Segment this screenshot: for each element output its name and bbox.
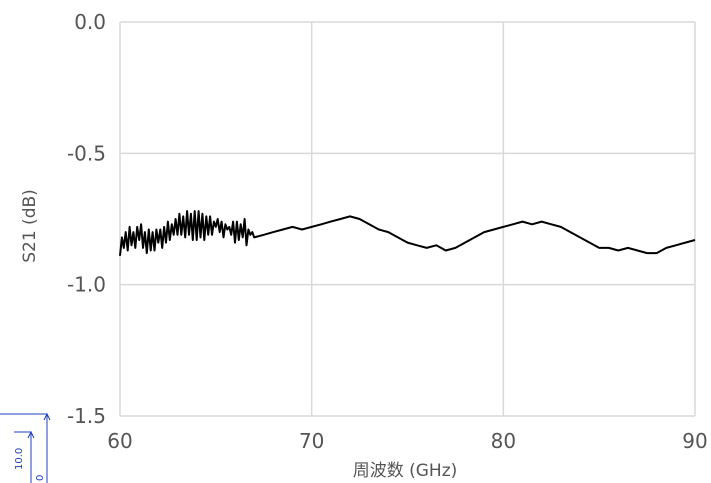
- series-layer: [119, 210, 696, 256]
- dimension-zero-label: 0: [35, 475, 46, 481]
- x-tick-label: 90: [682, 429, 707, 453]
- y-tick-label: 0.0: [74, 10, 106, 34]
- y-axis-label: S21 (dB): [20, 189, 40, 263]
- dimension-line: [0, 412, 51, 483]
- x-axis-label: 周波数 (GHz): [353, 461, 458, 481]
- gridlines: [119, 21, 696, 417]
- tick-labels: 0.0 -0.5 -1.0 -1.560 70 80 90: [67, 10, 708, 453]
- series-line-s21: [119, 210, 696, 256]
- x-tick-label: 60: [107, 429, 132, 453]
- y-tick-label: -1.0: [67, 273, 106, 297]
- y-tick-label: -0.5: [67, 141, 106, 165]
- x-tick-label: 80: [491, 429, 516, 453]
- dimension-label: 10.0: [14, 448, 25, 470]
- y-tick-label: -1.5: [67, 404, 106, 428]
- x-tick-label: 70: [299, 429, 324, 453]
- dimension-annotation: 10.0 0: [0, 412, 51, 483]
